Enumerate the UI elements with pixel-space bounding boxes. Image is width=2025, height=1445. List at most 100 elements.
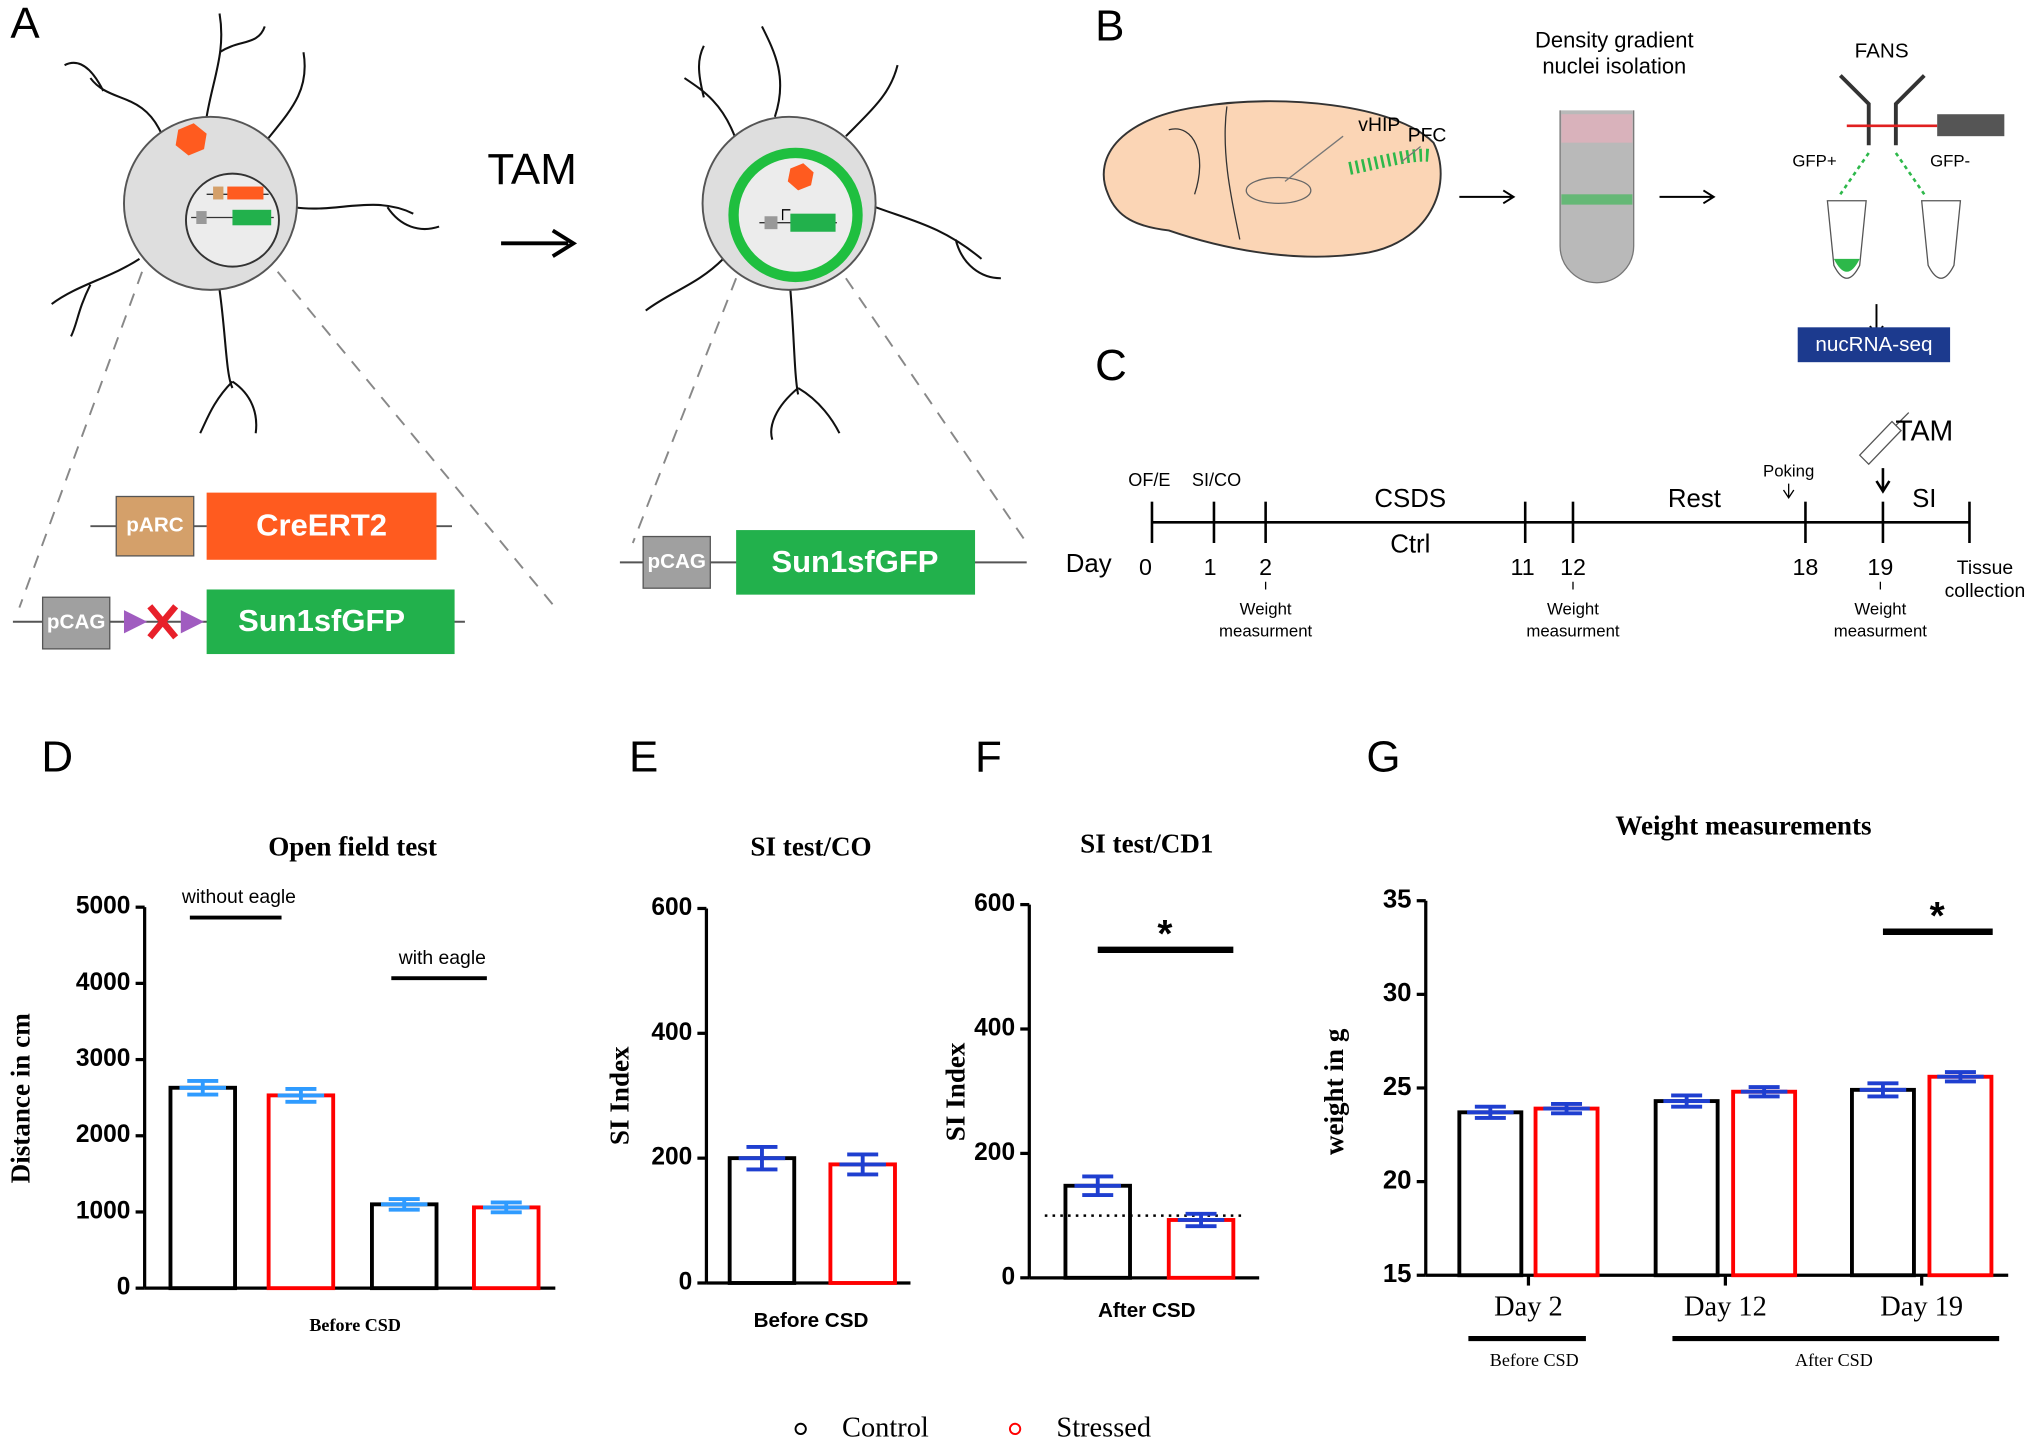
error-bar: [483, 1200, 530, 1215]
y-tick-label: 1000: [76, 1197, 131, 1224]
y-axis-label: Distance in cm: [5, 1013, 35, 1184]
y-tick-label: 600: [651, 894, 692, 921]
gene: [206, 589, 455, 655]
nuclei-band: [1561, 194, 1633, 205]
day-number: 11: [1511, 554, 1535, 580]
day-number: 1: [1204, 554, 1217, 580]
error-bar: [1937, 1070, 1984, 1084]
day-label: Day: [1066, 550, 1112, 578]
legend-marker: [794, 1422, 807, 1436]
x-tick-label: Day 2: [1494, 1291, 1563, 1322]
bar: [1063, 1183, 1132, 1280]
bar: [1457, 1110, 1524, 1278]
bar: [1653, 1099, 1720, 1278]
x-tick-label: Day 12: [1684, 1291, 1767, 1322]
error-bar: [277, 1086, 325, 1104]
weight-note: measurment: [1526, 622, 1620, 641]
y-tick-label: 20: [1383, 1166, 1412, 1194]
weight-note: measurment: [1219, 622, 1313, 641]
error-bar: [179, 1078, 227, 1097]
promoter: [115, 495, 195, 557]
y-axis-label: weight in g: [1319, 1028, 1349, 1155]
y-tick-label: 15: [1383, 1260, 1412, 1288]
output-label: nucRNA-seq: [1815, 333, 1932, 356]
output-box: [1797, 327, 1951, 363]
error-bar: [839, 1152, 886, 1177]
pointer: [1284, 135, 1344, 182]
phase-label: CSDS: [1374, 485, 1446, 513]
arrow: [1875, 468, 1891, 494]
significance-label: *: [1930, 895, 1946, 938]
gene-label: Sun1sfGFP: [238, 603, 405, 638]
bar: [1927, 1074, 1994, 1278]
bar: [828, 1162, 897, 1285]
legend-label: Control: [842, 1413, 929, 1444]
legend-label: Stressed: [1056, 1413, 1151, 1444]
step-label: nuclei isolation: [1542, 54, 1686, 79]
category-label: with eagle: [398, 947, 486, 969]
day-number: 19: [1867, 554, 1893, 580]
x-tick-label: Day 19: [1880, 1291, 1963, 1322]
y-tick-label: 25: [1383, 1073, 1412, 1101]
tube-content: [1833, 258, 1860, 272]
test-label: SI/CO: [1192, 470, 1241, 490]
laser-source: [1937, 114, 2005, 137]
gate-label: GFP+: [1792, 151, 1836, 170]
panel-label: A: [10, 0, 40, 48]
y-tick-label: 600: [974, 890, 1015, 917]
error-bar: [1740, 1085, 1788, 1099]
panel-label: B: [1095, 2, 1124, 51]
arrow-label: TAM: [487, 145, 576, 194]
gene: [206, 492, 437, 560]
chart-title: SI test/CO: [750, 831, 871, 861]
x-axis-label: Before CSD: [309, 1315, 401, 1335]
sorter: [1838, 74, 1926, 146]
lox-sites: [123, 610, 205, 634]
bar: [168, 1085, 237, 1291]
stop-cassette: [147, 604, 179, 640]
promoter: [642, 535, 711, 589]
y-tick-label: 35: [1383, 886, 1412, 914]
tubes: [1826, 200, 1962, 279]
y-tick-label: 400: [974, 1014, 1015, 1041]
mini-construct: [759, 209, 837, 232]
y-tick-label: 2000: [76, 1121, 131, 1148]
error-bar: [738, 1144, 786, 1172]
weight-note: measurment: [1834, 622, 1928, 641]
creert2-icon: [787, 163, 814, 191]
step-label: Density gradient: [1535, 28, 1694, 53]
bar: [1166, 1218, 1236, 1280]
y-tick-label: 200: [974, 1139, 1015, 1166]
category-label: without eagle: [181, 886, 296, 908]
arrow: [1782, 483, 1795, 499]
y-axis-label: SI Index: [605, 1046, 635, 1145]
end-label: collection: [1945, 580, 2025, 602]
promoter: [41, 596, 111, 650]
streams: [1839, 152, 1926, 196]
group-label: After CSD: [1795, 1350, 1873, 1370]
bar: [1731, 1089, 1798, 1278]
phase-label: Rest: [1668, 485, 1721, 513]
y-tick-label: 0: [679, 1268, 693, 1295]
panel-label: G: [1366, 733, 1400, 782]
error-bar: [1663, 1093, 1710, 1109]
error-bar: [1074, 1174, 1121, 1198]
vhip-region: [1245, 176, 1312, 204]
zoom-lines: [18, 271, 1028, 609]
bar: [266, 1093, 336, 1291]
y-tick-label: 4000: [76, 969, 131, 996]
arrow: [501, 228, 578, 258]
tube-layer: [1561, 114, 1633, 143]
injection-label: TAM: [1895, 416, 1953, 448]
timeline: [1150, 501, 1971, 543]
gene: [736, 530, 976, 595]
y-axis-label: SI Index: [940, 1042, 970, 1141]
bar: [472, 1205, 541, 1291]
brain-detail: [1168, 106, 1241, 240]
y-tick-label: 200: [651, 1144, 692, 1171]
y-tick-label: 30: [1383, 979, 1412, 1007]
chart-title: SI test/CD1: [1080, 829, 1213, 859]
error-bar: [1177, 1211, 1225, 1229]
group-label: Before CSD: [1490, 1350, 1579, 1370]
